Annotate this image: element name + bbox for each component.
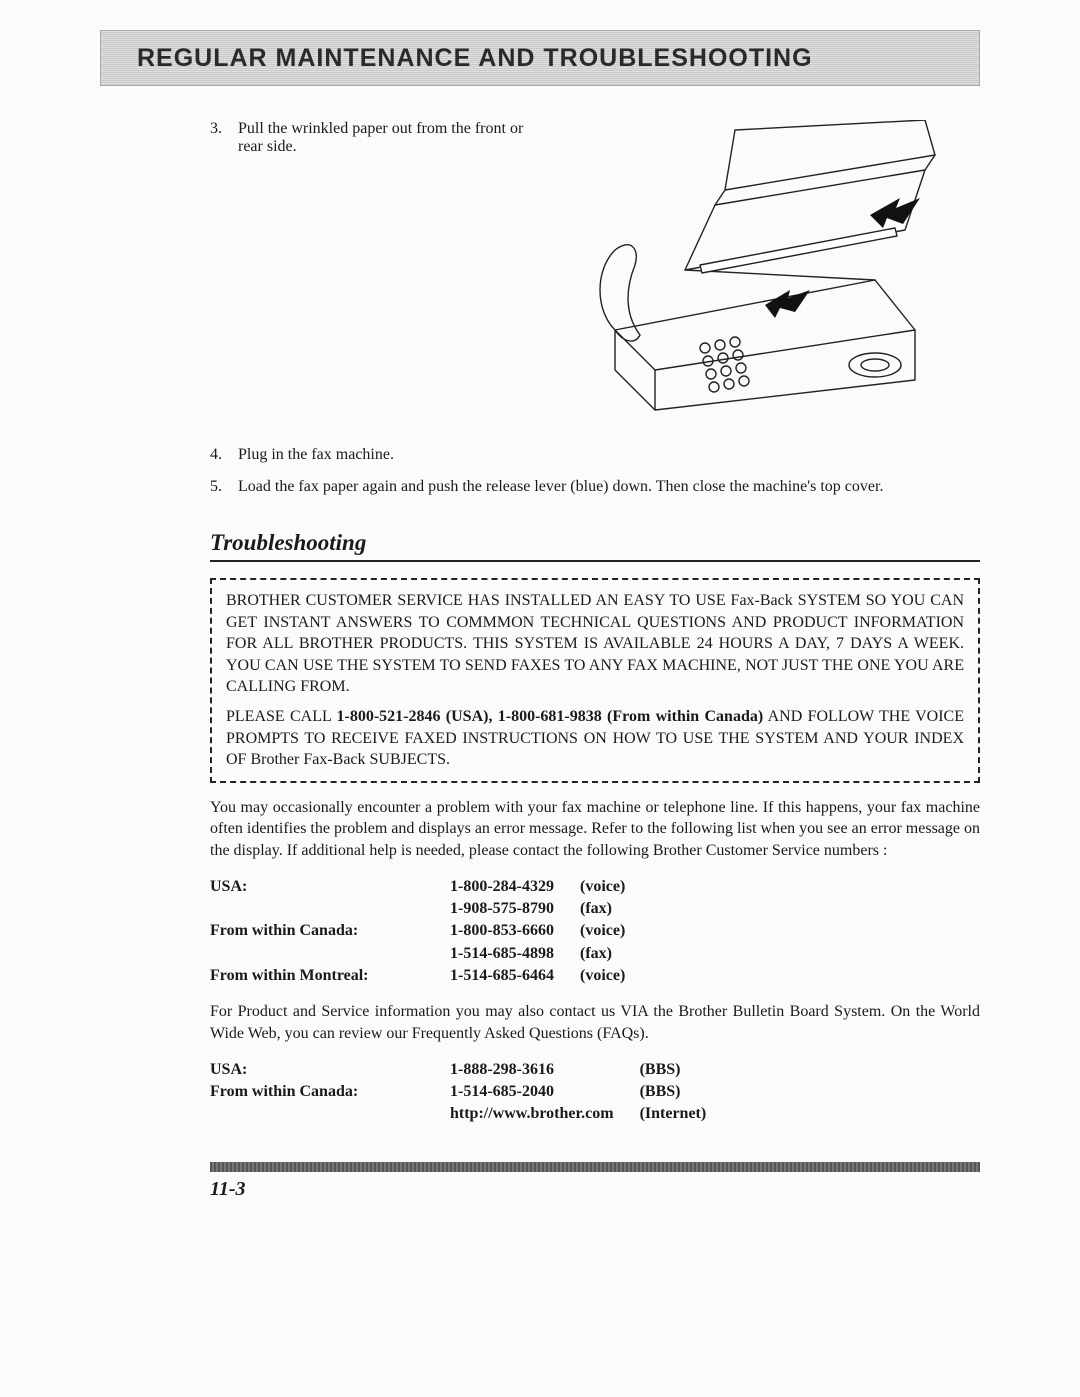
faxback-info-box: BROTHER CUSTOMER SERVICE HAS INSTALLED A… bbox=[210, 578, 980, 783]
table-row: From within Canada: 1-514-685-2040 (BBS) bbox=[210, 1081, 732, 1103]
page-number: 11-3 bbox=[210, 1178, 980, 1201]
step-text: Pull the wrinkled paper out from the fro… bbox=[238, 120, 550, 156]
fax-machine-icon bbox=[575, 120, 955, 420]
step-number: 4. bbox=[210, 446, 230, 464]
table-row: From within Canada: 1-800-853-6660 (voic… bbox=[210, 920, 651, 942]
phone-number: 1-514-685-6464 bbox=[450, 965, 580, 987]
faxback-paragraph-2: PLEASE CALL 1-800-521-2846 (USA), 1-800-… bbox=[226, 706, 964, 771]
step-3: 3. Pull the wrinkled paper out from the … bbox=[210, 120, 550, 156]
phone-number: 1-514-685-4898 bbox=[450, 943, 580, 965]
phone-number: 1-514-685-2040 bbox=[450, 1081, 640, 1103]
step-text: Plug in the fax machine. bbox=[238, 446, 980, 464]
step-number: 5. bbox=[210, 478, 230, 496]
website-url: http://www.brother.com bbox=[450, 1103, 640, 1125]
phone-number: 1-888-298-3616 bbox=[450, 1059, 640, 1081]
faxback-paragraph-1: BROTHER CUSTOMER SERVICE HAS INSTALLED A… bbox=[226, 590, 964, 698]
troubleshooting-intro: You may occasionally encounter a problem… bbox=[210, 797, 980, 862]
fax-machine-illustration bbox=[550, 120, 980, 420]
bbs-intro: For Product and Service information you … bbox=[210, 1001, 980, 1044]
step-5: 5. Load the fax paper again and push the… bbox=[210, 478, 980, 496]
phone-type: (voice) bbox=[580, 920, 651, 942]
table-row: 1-514-685-4898 (fax) bbox=[210, 943, 651, 965]
step-4: 4. Plug in the fax machine. bbox=[210, 446, 980, 464]
table-row: From within Montreal: 1-514-685-6464 (vo… bbox=[210, 965, 651, 987]
phone-type: (BBS) bbox=[640, 1081, 733, 1103]
phone-number: 1-908-575-8790 bbox=[450, 898, 580, 920]
step-3-row: 3. Pull the wrinkled paper out from the … bbox=[210, 120, 980, 420]
footer-rule bbox=[210, 1162, 980, 1172]
table-row: http://www.brother.com (Internet) bbox=[210, 1103, 732, 1125]
step-text: Load the fax paper again and push the re… bbox=[238, 478, 980, 496]
phone-number: 1-800-853-6660 bbox=[450, 920, 580, 942]
body-column: 3. Pull the wrinkled paper out from the … bbox=[100, 120, 980, 1201]
document-page: REGULAR MAINTENANCE AND TROUBLESHOOTING … bbox=[0, 0, 1080, 1397]
region-label: From within Montreal: bbox=[210, 965, 450, 987]
region-label: USA: bbox=[210, 876, 450, 898]
phone-number: 1-800-284-4329 bbox=[450, 876, 580, 898]
chapter-title: REGULAR MAINTENANCE AND TROUBLESHOOTING bbox=[137, 44, 813, 73]
region-label: From within Canada: bbox=[210, 920, 450, 942]
step-number: 3. bbox=[210, 120, 230, 156]
section-rule bbox=[210, 560, 980, 562]
phone-type: (fax) bbox=[580, 943, 651, 965]
phone-type: (voice) bbox=[580, 965, 651, 987]
url-type: (Internet) bbox=[640, 1103, 733, 1125]
table-row: USA: 1-888-298-3616 (BBS) bbox=[210, 1059, 732, 1081]
table-row: USA: 1-800-284-4329 (voice) bbox=[210, 876, 651, 898]
region-label: From within Canada: bbox=[210, 1081, 450, 1103]
section-heading-troubleshooting: Troubleshooting bbox=[210, 530, 980, 556]
customer-service-contacts: USA: 1-800-284-4329 (voice) 1-908-575-87… bbox=[210, 876, 651, 988]
phone-type: (fax) bbox=[580, 898, 651, 920]
phone-type: (BBS) bbox=[640, 1059, 733, 1081]
table-row: 1-908-575-8790 (fax) bbox=[210, 898, 651, 920]
chapter-header: REGULAR MAINTENANCE AND TROUBLESHOOTING bbox=[100, 30, 980, 86]
region-label: USA: bbox=[210, 1059, 450, 1081]
phone-type: (voice) bbox=[580, 876, 651, 898]
bbs-contacts: USA: 1-888-298-3616 (BBS) From within Ca… bbox=[210, 1059, 732, 1126]
faxback-phone-numbers: 1-800-521-2846 (USA), 1-800-681-9838 (Fr… bbox=[336, 708, 763, 725]
